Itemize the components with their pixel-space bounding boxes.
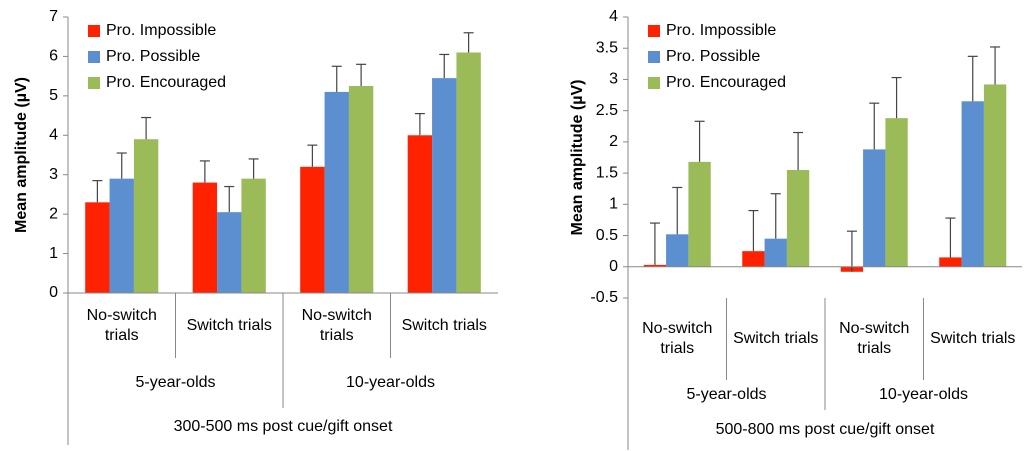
error-bar <box>672 186 683 235</box>
legend-swatch <box>648 51 660 63</box>
x-tick-label: No-switch trials <box>301 306 372 344</box>
error-bar <box>248 158 259 179</box>
error-bar <box>967 55 978 102</box>
x-tick-label: No-switch trials <box>86 306 157 344</box>
y-tick-label: 3 <box>609 71 618 88</box>
group-label: 10-year-olds <box>346 374 435 391</box>
y-tick-label: 1.5 <box>596 164 618 181</box>
y-tick-label: -0.5 <box>590 289 618 306</box>
error-bar <box>439 53 450 79</box>
bar <box>85 202 110 293</box>
error-bar <box>869 102 880 150</box>
group-label: 5-year-olds <box>135 374 216 391</box>
bar <box>109 178 134 293</box>
error-bar <box>649 222 660 265</box>
y-tick-label: 0 <box>609 258 618 275</box>
error-bar <box>414 112 425 136</box>
bar <box>348 86 374 293</box>
error-bar <box>141 116 152 140</box>
y-tick-label: 1 <box>609 196 618 213</box>
x-tick-label: Switch trials <box>186 316 272 334</box>
legend-label: Pro. Possible <box>666 48 760 65</box>
y-tick-label: 0 <box>49 284 58 301</box>
y-tick-label: 3 <box>49 166 58 183</box>
y-tick-label: 2 <box>609 133 618 150</box>
bar <box>666 234 689 267</box>
y-tick-label: 2.5 <box>596 102 618 119</box>
error-bar <box>770 193 781 239</box>
bar <box>300 166 325 293</box>
legend-swatch <box>88 77 100 89</box>
bar <box>688 161 711 267</box>
bar <box>407 135 433 293</box>
bar <box>241 178 266 293</box>
error-bar <box>356 63 367 86</box>
y-axis-label: Mean amplitude (µV) <box>569 80 586 236</box>
error-bar <box>92 180 103 203</box>
error-bar <box>463 32 474 53</box>
x-tick-label: No-switch trials <box>839 320 910 357</box>
error-bar <box>331 65 342 92</box>
error-bar <box>793 131 804 170</box>
y-tick-label: 0.5 <box>596 227 618 244</box>
error-bar <box>224 185 235 213</box>
bar <box>324 91 349 294</box>
error-bar <box>307 144 318 167</box>
bar <box>939 257 962 267</box>
x-axis-label: 300-500 ms post cue/gift onset <box>173 417 393 435</box>
error-bar <box>116 152 127 179</box>
legend-label: Pro. Encouraged <box>666 74 786 91</box>
legend-swatch <box>648 25 660 37</box>
bar <box>432 78 457 293</box>
y-tick-label: 2 <box>49 205 58 222</box>
legend-label: Pro. Possible <box>106 48 200 65</box>
y-tick-label: 5 <box>49 87 58 104</box>
bar <box>643 264 667 267</box>
bar <box>983 84 1007 267</box>
y-tick-label: 6 <box>49 48 58 65</box>
x-axis-label: 500-800 ms post cue/gift onset <box>715 421 935 438</box>
error-bar <box>891 76 902 119</box>
y-tick-label: 4 <box>609 8 618 25</box>
legend-label: Pro. Impossible <box>666 22 776 39</box>
bar <box>786 169 810 267</box>
bar <box>217 212 242 293</box>
legend-swatch <box>88 51 100 63</box>
bar <box>961 101 984 267</box>
bar <box>863 149 886 267</box>
y-tick-label: 3.5 <box>596 39 618 56</box>
y-axis-label: Mean amplitude (µV) <box>13 77 30 233</box>
x-tick-label: Switch trials <box>401 316 487 334</box>
bar <box>742 251 765 267</box>
error-bar <box>945 217 956 258</box>
y-tick-label: 7 <box>49 8 58 25</box>
legend-label: Pro. Encouraged <box>106 74 226 91</box>
y-tick-label: 1 <box>49 245 58 262</box>
legend-swatch <box>648 77 660 89</box>
error-bar <box>694 120 705 162</box>
error-bar <box>748 209 759 252</box>
x-tick-label: Switch trials <box>733 330 819 347</box>
bar <box>456 52 481 293</box>
legend-label: Pro. Impossible <box>106 22 216 39</box>
y-tick-label: 4 <box>49 127 58 144</box>
error-bar <box>990 46 1001 85</box>
bar <box>192 182 218 293</box>
error-bar <box>199 160 210 183</box>
bar <box>764 238 787 267</box>
group-label: 10-year-olds <box>879 386 968 403</box>
bar <box>133 139 159 293</box>
error-bar <box>846 230 857 272</box>
group-label: 5-year-olds <box>686 386 767 403</box>
x-tick-label: No-switch trials <box>642 320 713 357</box>
x-tick-label: Switch trials <box>930 330 1016 347</box>
legend-swatch <box>88 25 100 37</box>
bar <box>885 118 908 267</box>
